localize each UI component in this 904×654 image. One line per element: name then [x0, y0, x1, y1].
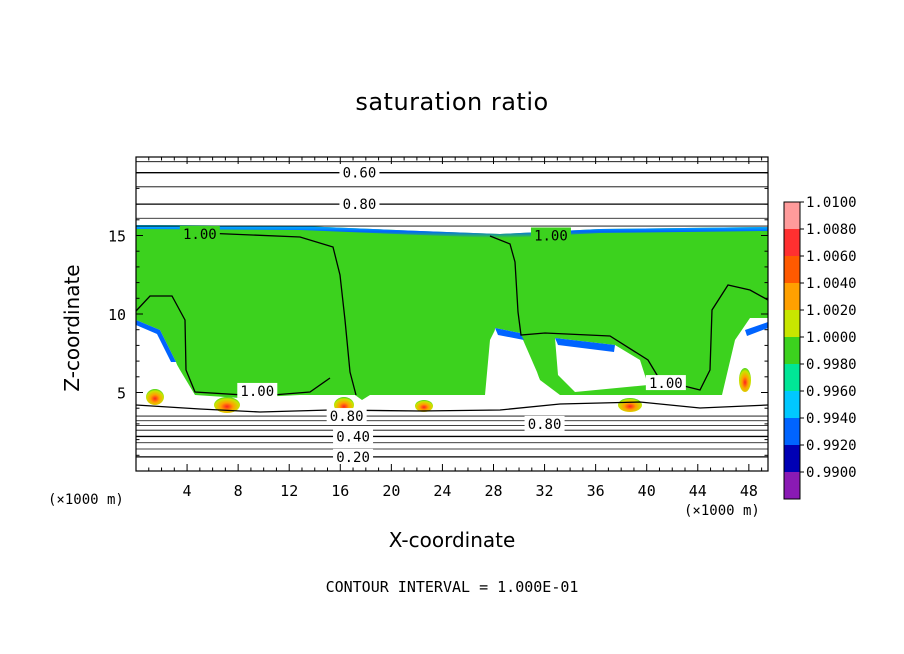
- contour-label-bg: [645, 375, 686, 391]
- contour-label: 0.60: [343, 166, 377, 182]
- colorbar-swatch: [784, 202, 800, 229]
- x-axis-ticks: 4 8 12 16 20 24 28 32 36 40 44 48: [135, 157, 763, 500]
- warm-patch-1: [214, 397, 240, 413]
- contour-label-bg: [333, 448, 374, 464]
- x-unit-label-left: (×1000 m): [48, 492, 124, 508]
- dry-pocket-right-center: [555, 338, 648, 392]
- colorbar-label: 0.9940: [806, 411, 857, 427]
- blue-rim-right-center: [555, 338, 615, 352]
- x-axis-label: X-coordinate: [388, 528, 516, 552]
- cloud-top-edge: [136, 225, 768, 238]
- warm-patch-5: [146, 389, 164, 405]
- colorbar-label: 0.9900: [806, 465, 857, 481]
- x-tick-label: 48: [740, 482, 758, 500]
- contour-label-bg: [524, 415, 565, 431]
- contour-label: 0.80: [343, 197, 377, 213]
- colorbar-swatch: [784, 310, 800, 337]
- x-tick-label: 36: [587, 482, 605, 500]
- contour-label-bg: [339, 196, 380, 212]
- contour-label: 1.00: [649, 376, 683, 392]
- warm-patch-4: [618, 398, 642, 412]
- x-tick-label: 44: [689, 482, 707, 500]
- blue-rim-left: [136, 320, 176, 362]
- colorbar-label: 0.9960: [806, 384, 857, 400]
- colorbar-swatch: [784, 364, 800, 391]
- x-tick-label: 12: [280, 482, 298, 500]
- contour-label-bg: [179, 225, 220, 241]
- dry-pocket-right: [722, 322, 768, 410]
- colorbar-label: 1.0040: [806, 276, 857, 292]
- colorbar-swatch: [784, 229, 800, 256]
- colorbar-swatch: [784, 472, 800, 499]
- colorbar-swatch: [784, 418, 800, 445]
- colorbar-frame: [783, 201, 801, 500]
- colorbar-label: 1.0060: [806, 249, 857, 265]
- colorbar-label: 1.0100: [806, 195, 857, 211]
- dry-pocket-left: [136, 320, 200, 410]
- x-tick-label: 4: [183, 482, 192, 500]
- colorbar-label: 1.0080: [806, 222, 857, 238]
- contour-1.00-lower: [136, 401, 768, 413]
- x-tick-label: 8: [234, 482, 243, 500]
- contour-label: 0.40: [336, 429, 370, 445]
- contour-labels: 0.60 0.80 1.00 1.00 1.00 1.00 0.80 0.40 0.20 0.80: [179, 164, 686, 466]
- contour-label-bg: [326, 408, 367, 424]
- contour-label-bg: [339, 164, 380, 180]
- x-tick-label: 20: [382, 482, 400, 500]
- colorbar-label: 0.9920: [806, 438, 857, 454]
- y-tick-label: 15: [108, 228, 126, 246]
- x-tick-label: 24: [433, 482, 451, 500]
- chart-title: saturation ratio: [355, 88, 549, 116]
- contour-1.00-left: [136, 295, 331, 397]
- stratospheric-contours: [136, 161, 768, 458]
- colorbar-label: 0.9980: [806, 357, 857, 373]
- dry-lower-layer: [136, 410, 768, 471]
- contour-label: 0.20: [336, 450, 370, 466]
- colorbar-swatch: [784, 337, 800, 364]
- contour-label-bg: [237, 382, 278, 398]
- contour-label: 1.00: [534, 229, 568, 245]
- warm-patch-3: [415, 400, 433, 412]
- contour-label: 1.00: [240, 384, 274, 400]
- contour-label-bg: [530, 227, 571, 243]
- x-tick-label: 16: [331, 482, 349, 500]
- x-tick-label: 28: [484, 482, 502, 500]
- contour-1.00-upper: [179, 231, 357, 396]
- contour-interval-note: CONTOUR INTERVAL = 1.000E-01: [325, 578, 579, 596]
- dry-pocket-center: [490, 328, 545, 412]
- x-unit-label-right: (×1000 m): [684, 503, 760, 519]
- y-tick-label: 5: [117, 385, 126, 403]
- y-tick-label: 10: [108, 306, 126, 324]
- contour-label: 0.80: [528, 417, 562, 433]
- colorbar-swatch: [784, 256, 800, 283]
- x-tick-label: 40: [638, 482, 656, 500]
- colorbar-label: 1.0000: [806, 330, 857, 346]
- colorbar-swatch: [784, 445, 800, 472]
- y-axis-ticks: 5 10 15: [108, 156, 768, 472]
- colorbar: 1.0100 1.0080 1.0060 1.0040 1.0020 1.0000 0.99…: [783, 195, 857, 500]
- contour-label: 1.00: [183, 227, 217, 243]
- blue-rim-right: [745, 322, 768, 336]
- contour-label-bg: [333, 428, 374, 444]
- colorbar-swatch: [784, 391, 800, 418]
- warm-patch-6: [739, 368, 751, 392]
- saturation-field: [136, 225, 768, 471]
- colorbar-swatch: [784, 283, 800, 310]
- blue-rim-center: [495, 328, 524, 340]
- contour-1.00-mid: [489, 235, 768, 391]
- colorbar-label: 1.0020: [806, 303, 857, 319]
- x-tick-label: 32: [536, 482, 554, 500]
- contour-label: 0.80: [330, 409, 364, 425]
- cloud-region: [136, 225, 768, 400]
